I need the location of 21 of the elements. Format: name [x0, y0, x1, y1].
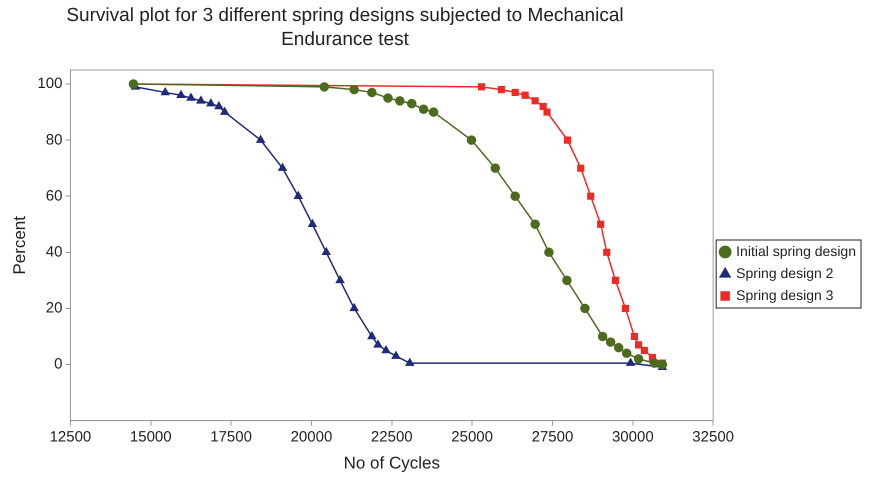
- y-tick-label: 40: [46, 243, 62, 260]
- x-tick-label: 25000: [451, 428, 493, 446]
- y-tick-label: 80: [46, 131, 62, 148]
- legend-label: Spring design 2: [736, 264, 834, 281]
- x-tick-label: 17500: [210, 428, 252, 446]
- y-tick-label: 100: [37, 75, 62, 92]
- x-tick-label: 27500: [532, 428, 574, 446]
- y-tick-label: 60: [46, 187, 62, 204]
- y-tick-label: 20: [46, 300, 62, 317]
- y-tick-label: 0: [54, 356, 62, 373]
- legend-label: Spring design 3: [736, 286, 834, 303]
- x-tick-label: 15000: [130, 428, 172, 446]
- x-tick-label: 32500: [692, 428, 734, 446]
- y-axis-title: Percent: [10, 216, 29, 275]
- legend-label: Initial spring design: [736, 242, 856, 259]
- x-tick-label: 12500: [50, 428, 92, 446]
- x-axis-title: No of Cycles: [344, 453, 440, 472]
- chart-title: Survival plot for 3 different spring designs subjected to Mechanical Endurance test: [65, 4, 625, 52]
- x-tick-label: 22500: [370, 428, 413, 446]
- x-tick-label: 20000: [290, 428, 332, 446]
- x-tick-label: 30000: [612, 428, 654, 446]
